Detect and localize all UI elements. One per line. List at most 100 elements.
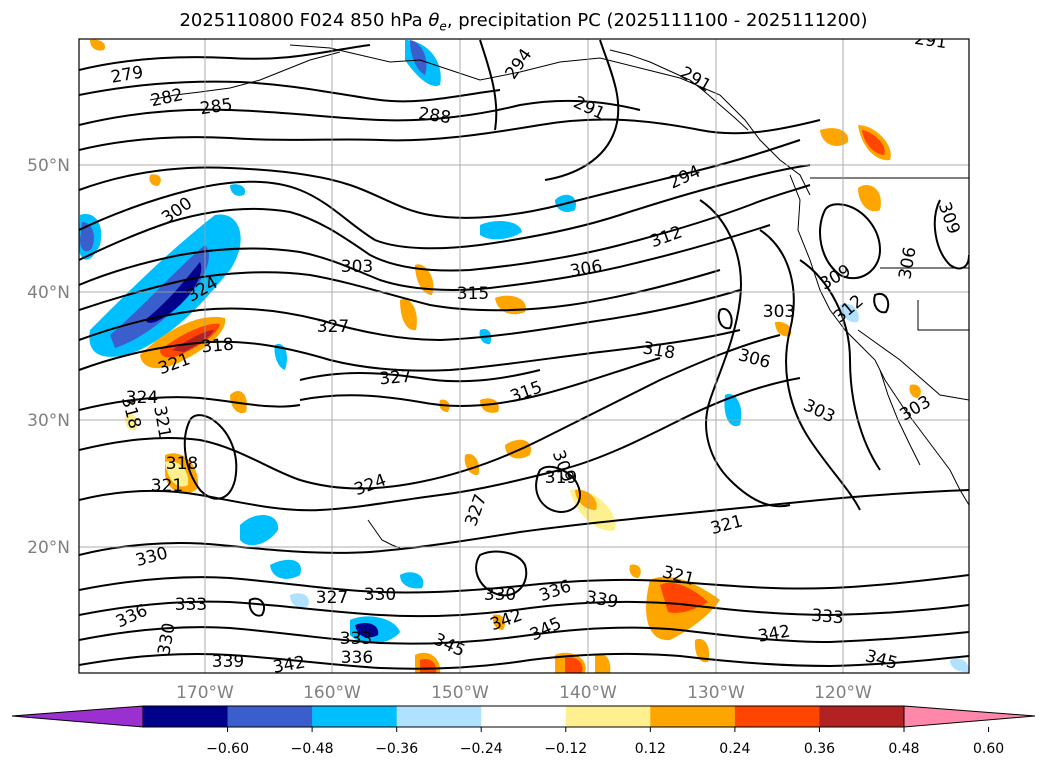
contour-line [717,307,733,330]
colorbar-bin [734,706,820,727]
precip-negative-patch [480,220,522,240]
precip-positive-patch [909,384,921,398]
colorbar-tick-label: −0.12 [544,741,587,757]
map-frame-background [79,39,969,673]
contour-line [79,118,821,151]
contour-line [79,139,801,219]
colorbar-tick-label: 0.48 [888,741,919,757]
precip-positive-patch [820,128,849,146]
contour-line [535,465,581,514]
contour-line [759,229,861,511]
contour-line [79,164,811,250]
latitude-labels: 50°N 40°N 30°N 20°N [27,156,70,558]
contour-label: 333 [810,606,844,629]
contour-label: 330 [364,585,396,605]
contour-line [799,259,881,471]
lat-label: 20°N [27,538,70,558]
contour-line [183,414,238,500]
colorbar-tick-label: 0.24 [719,741,750,757]
contour-line [79,626,969,645]
colorbar-bins [143,706,905,727]
map-title: 2025110800 F024 850 hPa θe, precipitatio… [0,10,1047,34]
lon-label: 140°W [559,683,617,703]
lon-label: 160°W [303,683,361,703]
colorbar-extend-low [11,705,144,728]
colorbar-extend-high [903,705,1036,728]
colorbar: −0.60 −0.48 −0.36 −0.24 −0.12 0.12 0.24 0.36 0.4… [11,705,1036,757]
state-border [917,300,969,331]
us-mexico-border [857,329,969,401]
precip-positive-patch [629,564,641,578]
contour-line [79,224,771,291]
contour-label: 303 [341,257,373,277]
colorbar-tick-label: 0.36 [804,741,835,757]
precip-positive-patch [694,638,710,663]
colorbar-tick-label: −0.48 [291,741,334,757]
contour-line [475,550,528,597]
colorbar-outline [142,705,905,728]
contour-line [479,39,498,131]
contour-label: 318 [166,454,198,474]
colorbar-tick-label: −0.36 [375,741,418,757]
contour-label: 319 [545,468,577,488]
contour-label: 321 [151,476,183,496]
title-prefix: 2025110800 F024 850 hPa [179,10,429,31]
colorbar-bin [396,706,482,727]
precip-negative-patch [400,572,424,589]
contour-label: 327 [379,367,413,390]
contour-label: 303 [763,302,795,322]
contour-line [79,80,501,103]
aleutian-islands [149,51,341,101]
precip-positive-patch [565,657,583,673]
lon-label: 130°W [687,683,745,703]
contour-line [79,574,969,594]
precipitation-shading [79,39,969,673]
precip-negative-patch [230,184,246,196]
precip-positive-patch [400,299,417,331]
longitude-labels: 170°W 160°W 150°W 140°W 130°W 120°W [176,683,872,703]
lat-label: 40°N [27,283,70,303]
contour-label: 291 [913,29,948,53]
contour-label: 327 [316,588,348,608]
hawaiian-islands [367,519,401,549]
lon-label: 150°W [431,683,489,703]
colorbar-ticks: −0.60 −0.48 −0.36 −0.24 −0.12 0.12 0.24 0.36 0.4… [206,727,1004,757]
contour-label: 327 [317,317,349,337]
precip-positive-patch [492,614,505,630]
contour-line [819,203,882,280]
map-border [78,38,970,674]
contour-label: 285 [199,95,234,119]
precip-positive-patch [862,130,885,155]
colorbar-tick-label: 0.60 [973,741,1004,757]
lon-label: 170°W [176,683,234,703]
contour-line [79,329,741,372]
contour-line [299,357,661,407]
graticule [79,39,969,673]
contour-line [248,597,266,617]
contour-line [79,99,641,126]
alaska-coast [289,44,811,196]
theta-subscript: e [439,19,447,34]
contour-line [79,334,781,490]
contour-line [933,199,969,270]
contour-line [79,184,811,272]
colorbar-tick-label: −0.24 [460,741,503,757]
lon-label: 120°W [814,683,872,703]
contour-label: 324 [126,388,158,408]
precip-positive-patch [172,330,214,352]
contour-line [699,199,791,508]
precip-negative-patch [950,658,969,673]
colorbar-bin [143,706,229,727]
colorbar-bin [819,706,905,727]
contour-line [79,652,969,670]
contour-label: 288 [417,104,452,128]
colorbar-tick-label: 0.12 [635,741,666,757]
precip-positive-patch [858,184,881,212]
contour-line [299,369,541,383]
lat-label: 30°N [27,411,70,431]
contour-line [79,44,371,71]
precip-negative-patch [840,303,859,323]
precip-negative-patch [274,344,287,370]
contour-label: 318 [201,335,235,358]
